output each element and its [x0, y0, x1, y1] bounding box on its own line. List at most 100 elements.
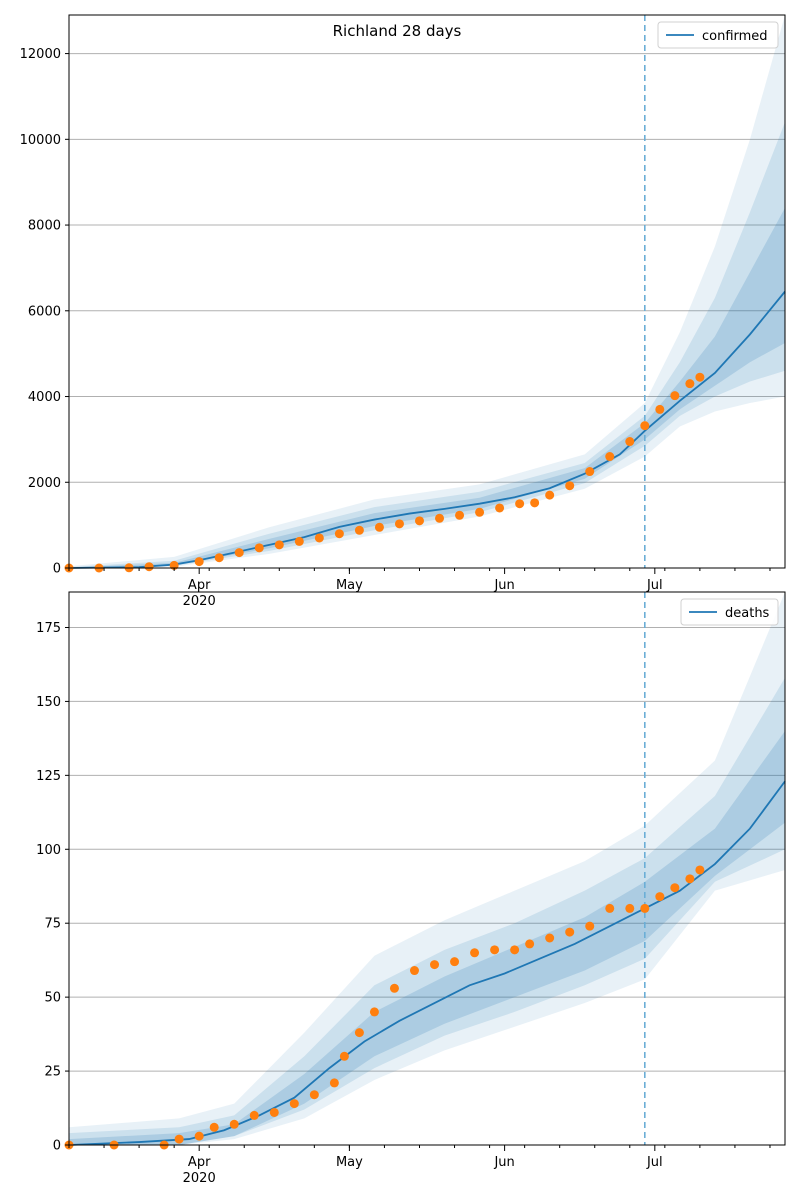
observed-point — [174, 1134, 184, 1144]
chart-title: Richland 28 days — [333, 22, 462, 40]
observed-point — [655, 404, 665, 414]
y-tick-label: 12000 — [20, 47, 61, 62]
observed-point — [430, 960, 440, 970]
uncertainty-band-inner — [69, 730, 785, 1145]
y-tick-label: 8000 — [28, 219, 61, 234]
uncertainty-band-outer — [69, 15, 785, 568]
observed-point — [289, 1099, 299, 1109]
observed-point — [214, 553, 224, 563]
observed-point — [309, 1090, 319, 1100]
observed-point — [545, 933, 555, 943]
x-tick-sublabel: 2020 — [183, 1171, 216, 1186]
observed-point — [144, 562, 154, 572]
observed-point — [389, 983, 399, 993]
observed-point — [329, 1078, 339, 1088]
observed-point — [490, 945, 500, 955]
observed-point — [670, 391, 680, 401]
model-median-line — [68, 780, 786, 1146]
x-tick-label: Apr — [188, 1155, 211, 1170]
x-tick-label: Apr — [188, 578, 211, 593]
observed-point — [339, 1051, 349, 1061]
observed-point — [475, 507, 485, 517]
observed-point — [354, 1028, 364, 1038]
y-tick-label: 150 — [36, 695, 61, 710]
uncertainty-band-outer — [69, 592, 785, 1145]
x-tick-label: Jun — [493, 1155, 514, 1170]
x-tick-label: Jun — [493, 578, 514, 593]
observed-point — [229, 1119, 239, 1129]
legend-label: confirmed — [702, 29, 768, 44]
uncertainty-band-inner — [69, 207, 785, 568]
observed-point — [510, 945, 520, 955]
observed-point — [249, 1110, 259, 1120]
observed-point — [470, 948, 480, 958]
observed-point — [685, 874, 695, 884]
observed-point — [455, 510, 465, 520]
observed-point — [670, 883, 680, 893]
observed-point — [565, 481, 575, 491]
observed-point — [334, 529, 344, 539]
observed-point — [625, 437, 635, 447]
x-tick-label: Jul — [646, 1155, 663, 1170]
y-tick-label: 125 — [36, 769, 61, 784]
y-tick-label: 2000 — [28, 476, 61, 491]
x-tick-label: May — [336, 1155, 363, 1170]
observed-point — [685, 379, 695, 389]
observed-point — [495, 503, 505, 513]
observed-point — [414, 516, 424, 526]
y-tick-label: 50 — [44, 991, 61, 1006]
y-tick-label: 0 — [53, 562, 61, 577]
plot-frame — [68, 14, 786, 569]
observed-point — [209, 1122, 219, 1132]
observed-point — [605, 452, 615, 462]
observed-point — [585, 921, 595, 931]
y-tick-label: 6000 — [28, 304, 61, 319]
legend-label: deaths — [725, 606, 770, 621]
observed-point — [409, 966, 419, 976]
y-tick-label: 75 — [44, 917, 61, 932]
x-tick-label: May — [336, 578, 363, 593]
observed-point — [369, 1007, 379, 1017]
model-median-line — [68, 290, 786, 569]
y-tick-label: 0 — [53, 1139, 61, 1154]
observed-point — [254, 543, 264, 553]
observed-point — [194, 557, 204, 567]
y-tick-label: 10000 — [20, 133, 61, 148]
y-tick-label: 175 — [36, 621, 61, 636]
observed-point — [354, 525, 364, 535]
legend-box — [657, 21, 779, 49]
observed-point — [435, 513, 445, 523]
y-tick-label: 25 — [44, 1065, 61, 1080]
observed-point — [314, 533, 324, 543]
observed-point — [450, 957, 460, 967]
observed-point — [640, 421, 650, 431]
observed-point — [515, 499, 525, 509]
observed-point — [525, 939, 535, 949]
observed-point — [565, 927, 575, 937]
observed-point — [274, 540, 284, 550]
y-tick-label: 4000 — [28, 390, 61, 405]
observed-point — [695, 865, 705, 875]
observed-point — [234, 548, 244, 558]
observed-point — [605, 903, 615, 913]
legend-box — [680, 598, 779, 626]
observed-point — [625, 903, 635, 913]
observed-point — [530, 498, 540, 508]
observed-point — [394, 519, 404, 529]
plot-frame — [68, 591, 786, 1146]
observed-point — [194, 1131, 204, 1141]
y-tick-label: 100 — [36, 843, 61, 858]
observed-point — [655, 892, 665, 902]
x-tick-sublabel: 2020 — [183, 594, 216, 609]
observed-point — [695, 372, 705, 382]
observed-point — [640, 903, 650, 913]
observed-point — [585, 467, 595, 477]
observed-point — [374, 522, 384, 532]
uncertainty-band-middle — [69, 677, 785, 1145]
observed-point — [269, 1107, 279, 1117]
observed-point — [545, 490, 555, 500]
x-tick-label: Jul — [646, 578, 663, 593]
